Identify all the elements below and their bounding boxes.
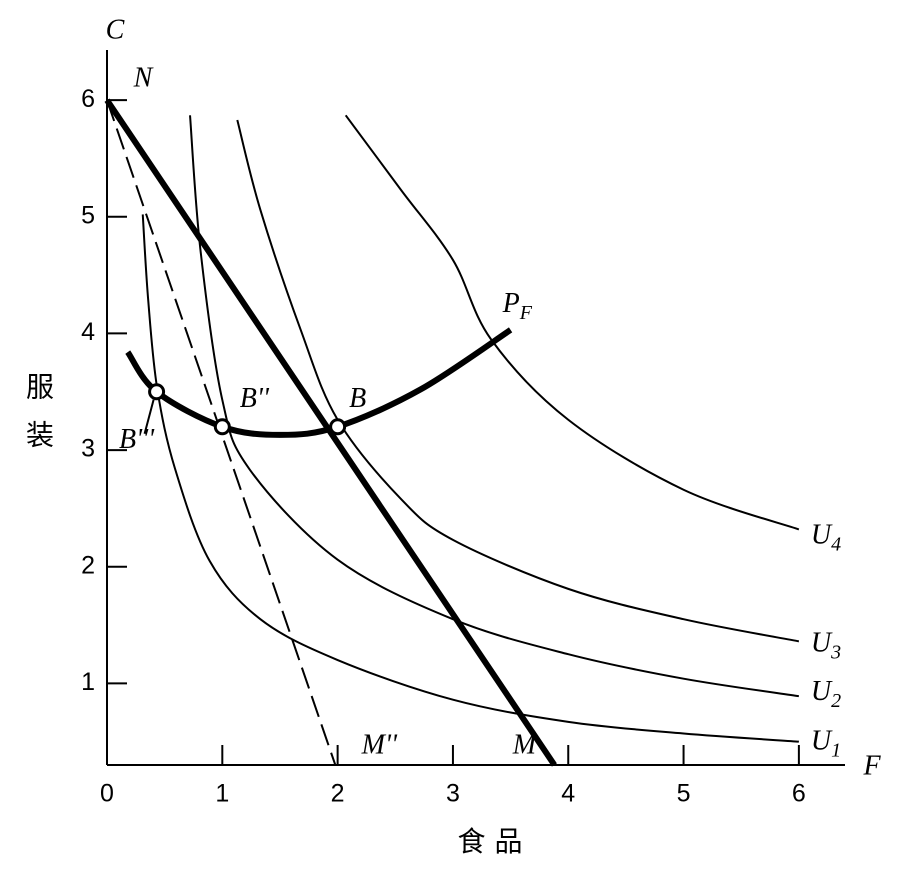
x-tick-label: 5 bbox=[677, 780, 691, 808]
leader bbox=[143, 399, 155, 435]
y-tick-label: 2 bbox=[81, 551, 95, 579]
label-main: U bbox=[811, 677, 833, 708]
x-axis-label: F bbox=[862, 750, 881, 781]
end-label: M'' bbox=[361, 729, 398, 760]
curve-label: U4 bbox=[811, 520, 841, 555]
curve-label: U2 bbox=[811, 677, 841, 712]
y-tick-label: 5 bbox=[81, 201, 95, 229]
x-tick-label: 2 bbox=[331, 780, 345, 808]
y-tick-label: 6 bbox=[81, 85, 95, 113]
label-main: U bbox=[811, 726, 833, 757]
point-label: B'' bbox=[240, 383, 270, 414]
curve-label: PF bbox=[502, 288, 533, 323]
point bbox=[329, 418, 347, 436]
curve bbox=[189, 115, 800, 698]
x-tick-label: 1 bbox=[215, 780, 229, 808]
point bbox=[213, 418, 231, 436]
y-tick-label: 3 bbox=[81, 435, 95, 463]
y-axis-label: C bbox=[106, 14, 125, 45]
label-sub: 4 bbox=[831, 533, 841, 555]
x-tick-label: 0 bbox=[100, 780, 114, 808]
point bbox=[148, 383, 166, 401]
label-sub: 3 bbox=[830, 641, 841, 663]
y-tick-label: 4 bbox=[81, 318, 95, 346]
curve-label: U3 bbox=[811, 628, 841, 663]
x-title: 食 品 bbox=[458, 825, 523, 858]
point-label: B''' bbox=[119, 424, 155, 455]
end-label: M bbox=[512, 729, 538, 760]
start-label: N bbox=[133, 63, 154, 94]
curve bbox=[141, 214, 799, 743]
y-tick-label: 1 bbox=[81, 668, 95, 696]
budget-line bbox=[104, 98, 557, 767]
x-tick-label: 6 bbox=[792, 780, 806, 808]
label-sub: 2 bbox=[831, 690, 841, 712]
y-title: 服装 bbox=[22, 372, 55, 468]
label-sub: 1 bbox=[831, 739, 841, 761]
label-main: U bbox=[811, 520, 833, 551]
x-tick-label: 3 bbox=[446, 780, 460, 808]
label-main: P bbox=[502, 288, 520, 319]
curve bbox=[236, 119, 800, 643]
label-sub: F bbox=[519, 302, 533, 324]
curve-label: U1 bbox=[811, 726, 841, 761]
curve bbox=[344, 114, 800, 531]
x-tick-label: 4 bbox=[561, 780, 575, 808]
point-label: B bbox=[349, 383, 366, 414]
label-main: U bbox=[811, 628, 833, 659]
